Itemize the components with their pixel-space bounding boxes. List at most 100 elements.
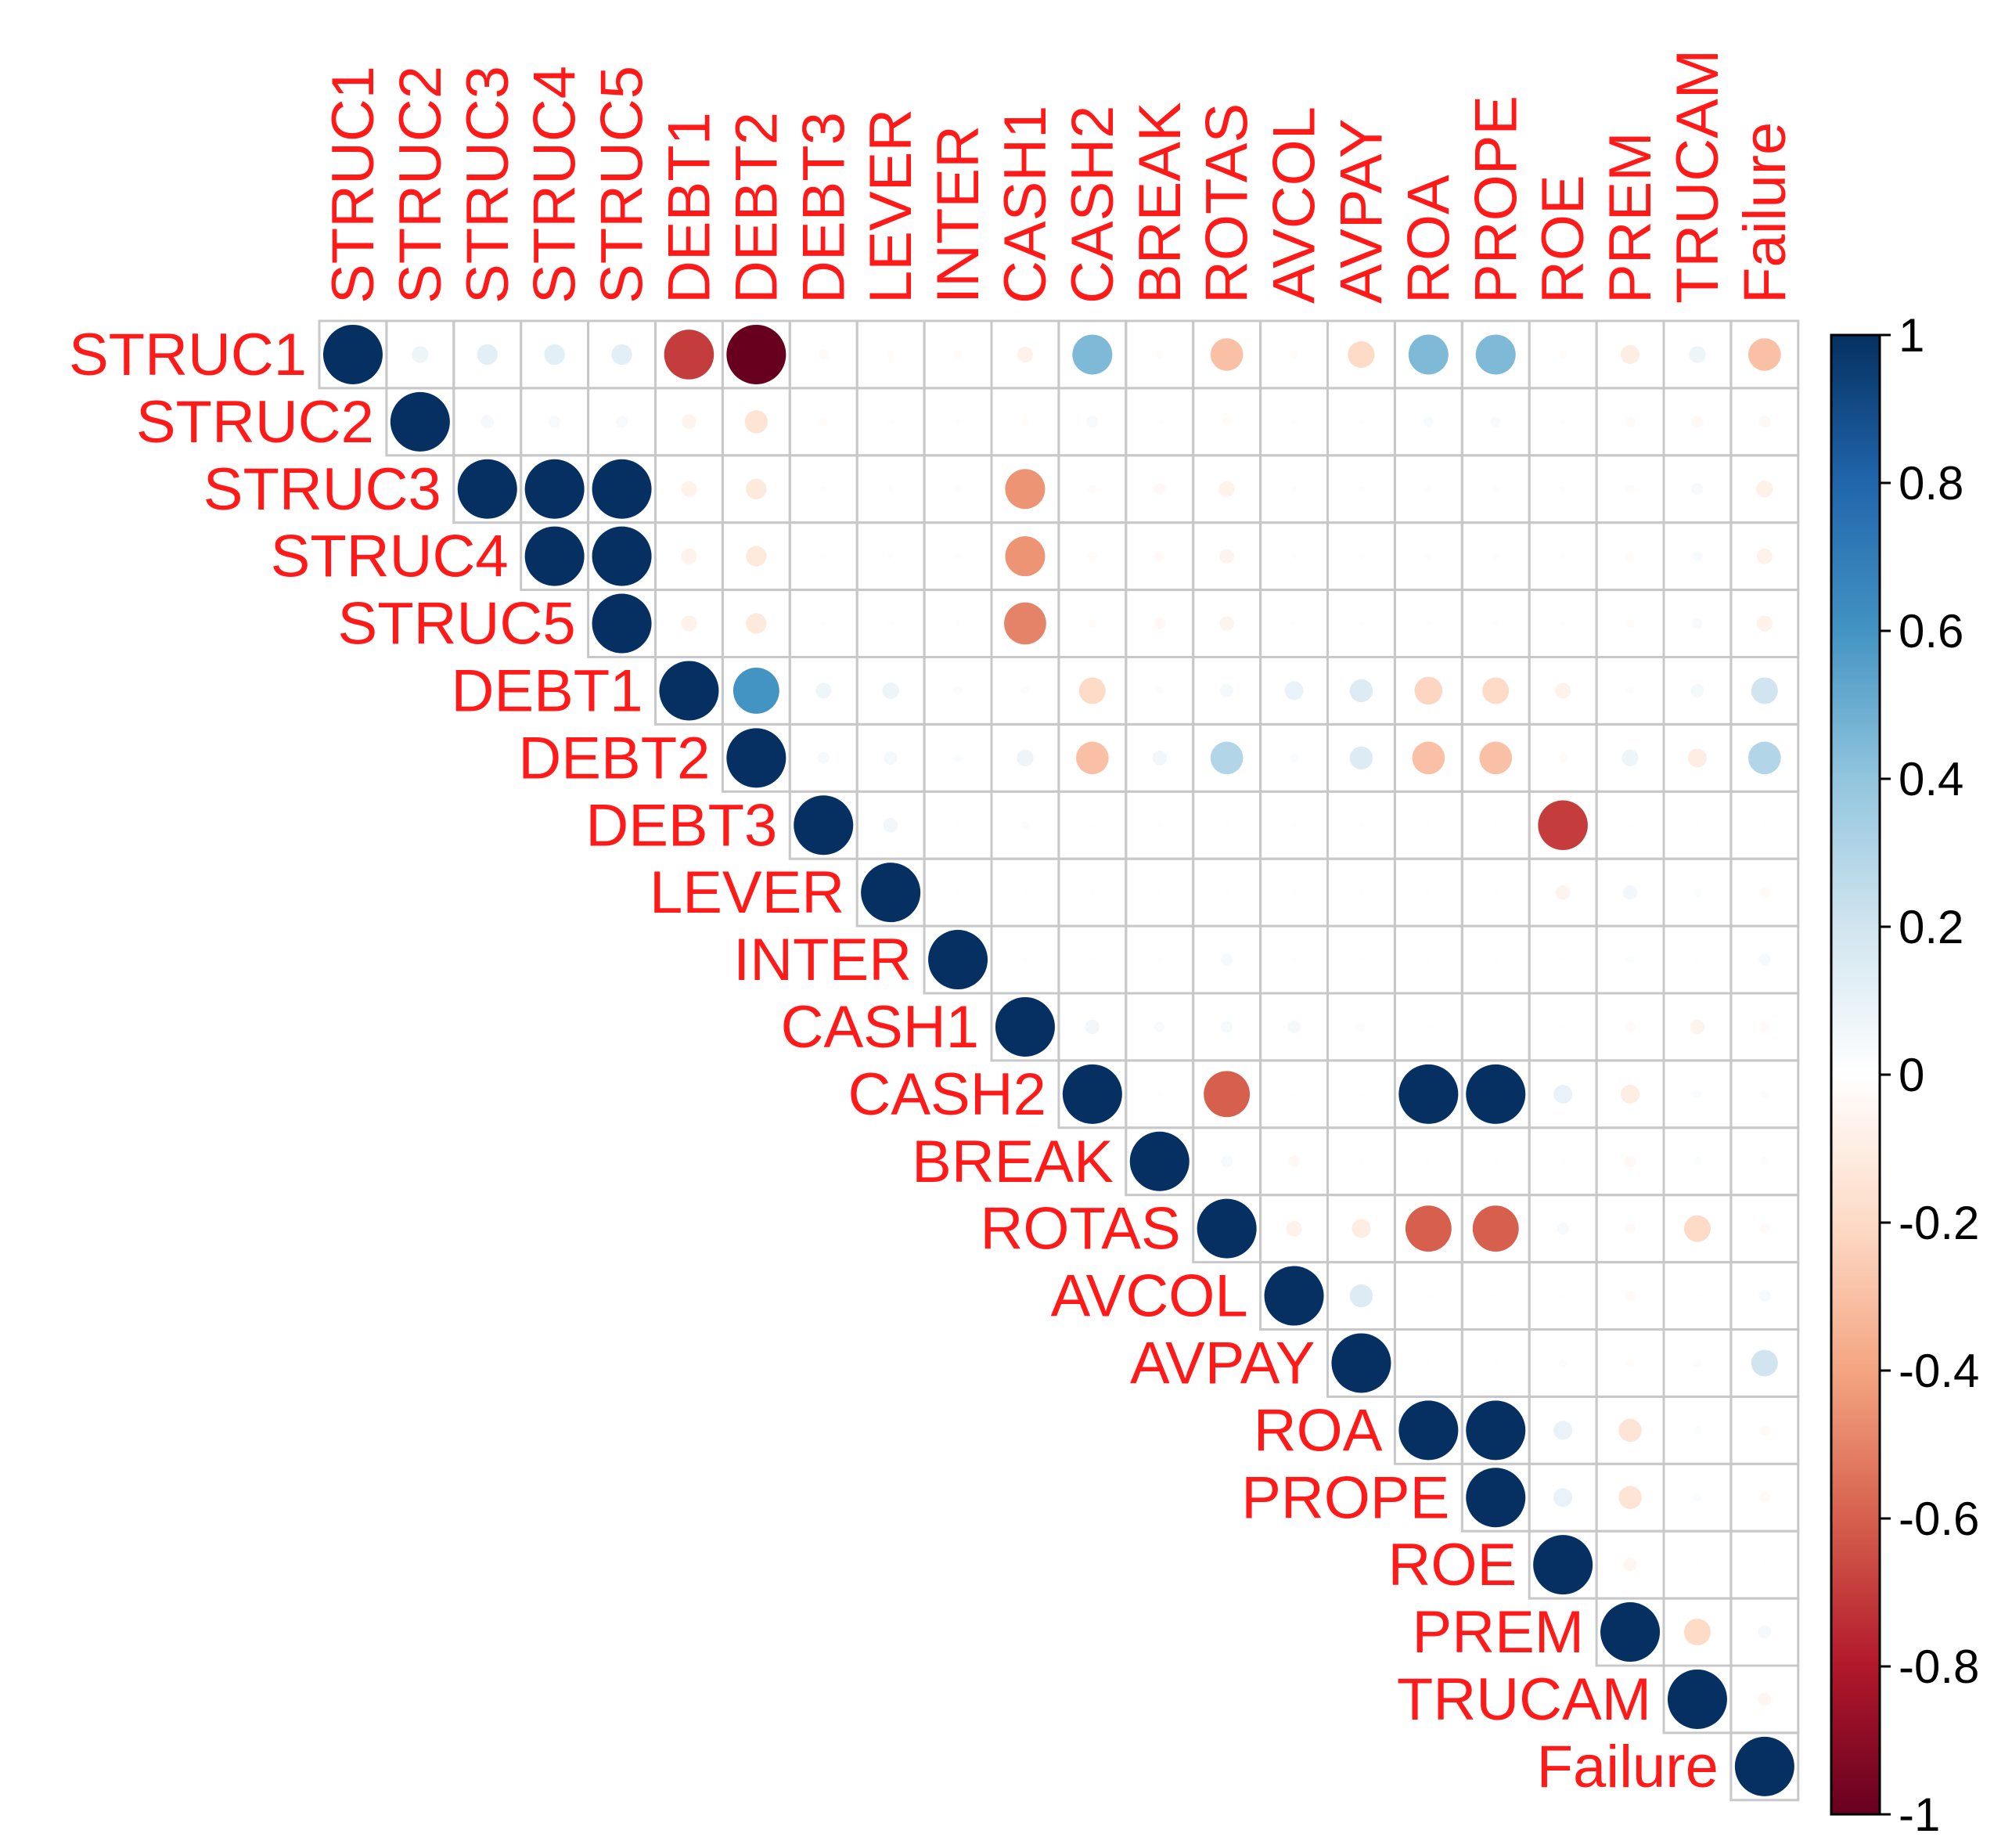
col-label: AVPAY [1328,118,1395,304]
corr-circle-PROPE-ROE [1553,1488,1573,1508]
corr-circle-Failure-Failure [1734,1736,1794,1796]
corr-circle-DEBT1-PREM [1625,686,1635,695]
grid-cell [1729,1731,1800,1802]
corr-circle-INTER-CASH2 [1089,956,1096,963]
corr-circle-LEVER-ROTAS [1223,889,1230,895]
corr-circle-CASH2-CASH2 [1062,1064,1122,1124]
corr-circle-DEBT1-AVPAY [1349,679,1373,703]
colorbar: 1 0.8 0.6 0.4 0.2 0 -0.2 -0.4 -0.6 -0.8 -1 [1830,309,1979,1841]
corr-circle-DEBT3-ROA [1425,822,1432,829]
corr-circle-STRUC3-PROPE [1492,485,1499,492]
corr-circle-STRUC5-AVPAY [1358,620,1365,627]
corr-circle-STRUC5-Failure [1756,615,1773,632]
corr-circle-DEBT3-AVPAY [1358,822,1365,829]
corr-circle-STRUC3-LEVER [887,485,894,492]
corr-circle-LEVER-PROPE [1492,889,1499,895]
corr-circle-LEVER-ROA [1425,889,1432,895]
corr-circle-STRUC3-AVPAY [1358,485,1365,492]
corr-circle-ROA-ROE [1553,1421,1573,1440]
corr-circle-STRUC1-DEBT2 [726,324,786,384]
corr-circle-DEBT3-CASH2 [1089,822,1096,829]
col-label: STRUC4 [522,66,588,304]
corr-circle-DEBT3-INTER [955,822,961,829]
corr-circle-STRUC1-ROA [1408,334,1449,375]
corr-circle-CASH1-AVCOL [1287,1020,1301,1034]
corr-circle-INTER-Failure [1758,953,1771,966]
corr-circle-BREAK-PREM [1624,1155,1636,1168]
corr-circle-STRUC2-TRUCAM [1691,416,1704,428]
corr-circle-AVCOL-PROPE [1492,1292,1499,1299]
row-label: AVPAY [1130,1330,1316,1396]
corr-circle-STRUC1-BREAK [1155,350,1164,359]
corr-circle-CASH2-PROPE [1466,1064,1526,1124]
col-label: PROPE [1463,95,1529,304]
corr-circle-STRUC1-AVPAY [1348,340,1375,368]
corr-circle-BREAK-ROTAS [1221,1155,1233,1168]
corr-circle-STRUC2-ROTAS [1222,417,1232,427]
corr-circle-AVPAY-PREM [1625,1359,1635,1367]
corr-circle-STRUC1-DEBT3 [818,349,829,360]
corr-circle-STRUC5-CASH2 [1088,619,1097,628]
corr-circle-CASH2-AVCOL [1290,1091,1298,1097]
row-label: DEBT2 [518,725,710,791]
corr-circle-CASH2-PREM [1621,1084,1640,1104]
colorbar-tick-label: 0 [1899,1049,1924,1101]
row-label: BREAK [912,1129,1114,1195]
corr-circle-STRUC2-DEBT2 [744,410,768,434]
corr-circle-ROTAS-PREM [1625,1223,1636,1234]
colorbar-tick-label: -0.4 [1899,1345,1979,1397]
corr-circle-CASH2-TRUCAM [1693,1090,1702,1099]
corr-circle-STRUC2-CASH2 [1086,416,1099,428]
corr-circle-LEVER-BREAK [1156,889,1163,895]
row-label: AVCOL [1051,1263,1248,1330]
corr-circle-STRUC1-CASH2 [1072,334,1113,375]
corr-circle-LEVER-AVCOL [1290,889,1298,895]
corr-circle-STRUC4-AVPAY [1358,553,1365,560]
corr-circle-DEBT1-PROPE [1482,677,1510,704]
corr-circle-INTER-PREM [1625,955,1635,964]
corr-circle-BREAK-AVCOL [1287,1155,1301,1168]
corr-circle-DEBT2-AVPAY [1349,746,1373,770]
corr-circle-AVPAY-Failure [1751,1349,1778,1377]
col-label: PREM [1597,131,1664,304]
corr-circle-BREAK-AVPAY [1358,1158,1365,1165]
corr-circle-ROTAS-ROA [1405,1205,1452,1252]
corr-circle-ROA-ROA [1398,1400,1459,1461]
corr-circle-STRUC4-PREM [1625,552,1635,561]
corr-circle-STRUC4-PROPE [1492,553,1499,560]
col-label: DEBT3 [790,112,857,304]
corr-circle-STRUC3-DEBT1 [681,481,697,497]
corr-circle-LEVER-AVPAY [1358,889,1365,895]
corr-circle-ROTAS-ROE [1557,1223,1569,1235]
col-label: DEBT1 [656,112,722,304]
corr-circle-CASH1-Failure [1759,1021,1770,1032]
corr-circle-ROE-PREM [1623,1558,1637,1572]
corr-circle-CASH2-BREAK [1156,1091,1163,1097]
colorbar-tick-label: 0.4 [1899,753,1963,805]
corr-circle-ROA-PREM [1618,1418,1642,1443]
corr-circle-STRUC2-BREAK [1156,419,1163,425]
corr-circle-STRUC5-INTER [955,620,961,627]
corr-circle-STRUC2-STRUC3 [481,415,495,429]
corr-circle-DEBT1-LEVER [882,682,899,700]
corr-circle-STRUC2-DEBT1 [682,414,696,430]
corr-circle-STRUC3-ROTAS [1218,481,1235,497]
corr-circle-DEBT2-INTER [953,753,963,762]
corr-circle-AVPAY-ROA [1425,1360,1432,1367]
corr-circle-DEBT2-CASH1 [1017,749,1034,767]
corr-circle-DEBT3-PREM [1627,822,1633,829]
corr-circle-DEBT1-DEBT1 [659,661,719,721]
corr-circle-STRUC4-AVCOL [1290,553,1298,560]
corr-circle-STRUC3-CASH1 [1005,469,1046,510]
corr-circle-ROE-TRUCAM [1694,1562,1701,1568]
corr-circle-STRUC3-PREM [1625,485,1635,494]
corr-circle-DEBT1-CASH1 [1020,686,1030,695]
col-label: LEVER [858,109,924,304]
col-label: BREAK [1127,102,1193,304]
corr-circle-INTER-BREAK [1156,956,1163,963]
corr-circle-DEBT3-ROTAS [1223,822,1230,829]
corr-circle-STRUC2-AVCOL [1290,419,1298,425]
corr-circle-LEVER-INTER [955,889,961,895]
corr-circle-STRUC2-PROPE [1490,416,1501,427]
